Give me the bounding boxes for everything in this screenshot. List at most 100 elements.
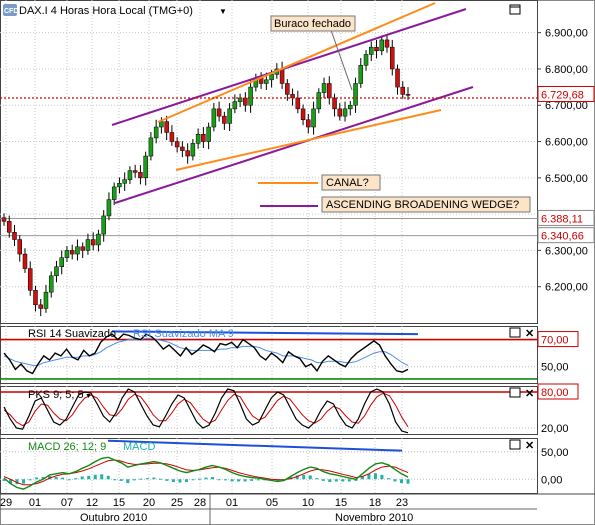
close-icon[interactable]: ✕ xyxy=(525,440,534,452)
candle-body xyxy=(38,304,43,309)
candle-body xyxy=(138,172,143,179)
macd-histogram-bar xyxy=(256,479,260,481)
pks-line xyxy=(3,388,409,434)
channel-upper-line[interactable] xyxy=(157,2,436,123)
channel-lower-line[interactable] xyxy=(175,109,442,171)
rsi-ma-title: RSI Suavizado MA 9 xyxy=(133,328,234,340)
macd-histogram-bar xyxy=(9,479,13,484)
candle-body xyxy=(285,83,290,95)
macd-histogram-bar xyxy=(295,475,299,480)
macd-histogram-bar xyxy=(308,475,312,480)
xaxis-tick-label: 01 xyxy=(226,497,238,509)
panel-controls: ✕ ✕ ✕ xyxy=(509,327,534,452)
candle-body xyxy=(201,134,206,142)
candle-body xyxy=(75,246,80,255)
month-label-novembro: Novembro 2010 xyxy=(335,512,413,524)
candle-body xyxy=(279,68,285,84)
candle-body xyxy=(48,275,54,293)
candle-body xyxy=(64,250,70,258)
candle-body xyxy=(22,253,28,269)
macd-histogram-bar xyxy=(80,476,84,480)
wedge-upper-line[interactable] xyxy=(111,8,467,126)
candle-body xyxy=(85,239,91,251)
macd-histogram-bar xyxy=(139,478,143,480)
candle-body xyxy=(17,239,22,255)
close-icon[interactable]: ✕ xyxy=(525,388,534,400)
cfd-badge-icon xyxy=(3,4,17,16)
candle-body xyxy=(264,79,269,84)
rsi-title: RSI 14 Suavizado xyxy=(28,328,116,340)
macd-histogram-bar xyxy=(334,479,338,482)
macd-divergence-trendline[interactable] xyxy=(107,439,403,452)
xaxis-tick-label: 05 xyxy=(266,497,278,509)
indicator-level-label: 50,00 xyxy=(541,362,569,374)
candle-body xyxy=(180,146,185,151)
candle-body xyxy=(405,94,411,96)
price-ytick-label: 6.300,00 xyxy=(545,245,588,257)
macd-histogram-bar xyxy=(386,478,390,480)
xaxis-tick-label: 18 xyxy=(369,497,381,509)
cfd-badge-text: CFD xyxy=(4,8,18,15)
candle-body xyxy=(12,232,17,240)
last-price-label: 6.729,68 xyxy=(541,89,584,101)
candle-body xyxy=(122,179,127,184)
macd-histogram-bar xyxy=(289,477,293,480)
candle-body xyxy=(195,134,201,144)
rsi-ma-line xyxy=(3,337,409,366)
candle-body xyxy=(211,108,217,128)
candle-body xyxy=(153,126,159,139)
macd-histogram-bar xyxy=(367,473,371,480)
candle-body xyxy=(295,97,301,110)
pks-header[interactable]: PKS 9; 5; 5 ▼ xyxy=(28,389,92,401)
macd-histogram-bar xyxy=(360,476,364,480)
overlay-layer xyxy=(1,34,419,490)
chevron-down-icon[interactable]: ▼ xyxy=(219,7,227,16)
candle-body xyxy=(27,268,33,291)
candle-body xyxy=(69,250,75,255)
panel-maximize-button[interactable] xyxy=(509,387,521,398)
macd-histogram-bar xyxy=(230,479,234,482)
candle-body xyxy=(353,83,358,106)
macd-histogram-bar xyxy=(41,477,45,480)
annotation-canal[interactable]: CANAL? xyxy=(321,174,381,191)
macd-histogram-bar xyxy=(152,477,156,480)
chevron-down-icon[interactable]: ▼ xyxy=(85,393,92,400)
candle-body xyxy=(395,68,400,88)
xaxis-tick-label: 10 xyxy=(302,497,314,509)
candle-body xyxy=(227,108,232,124)
macd-histogram-bar xyxy=(237,479,241,482)
close-icon[interactable]: ✕ xyxy=(525,328,534,340)
indicator-level-label: 80,00 xyxy=(541,387,569,399)
macd-histogram-bar xyxy=(2,479,6,481)
macd-histogram-bar xyxy=(341,479,345,482)
macd-header[interactable]: MACD 26; 12; 9 MACD xyxy=(28,441,155,453)
xaxis-tick-label: 29 xyxy=(0,497,12,509)
wedge-lower-line[interactable] xyxy=(114,86,474,204)
macd-histogram-bar xyxy=(113,479,117,481)
annotation-buraco[interactable]: Buraco fechado xyxy=(270,15,356,32)
macd-histogram-bar xyxy=(204,477,208,480)
panel-maximize-button[interactable] xyxy=(509,439,521,450)
macd-histogram-bar xyxy=(211,477,215,480)
macd-line xyxy=(3,456,409,490)
panel-maximize-button[interactable] xyxy=(509,327,521,338)
candle-body xyxy=(169,132,175,142)
candle-body xyxy=(59,257,64,267)
xaxis-tick-label: 15 xyxy=(335,497,347,509)
candle-body xyxy=(106,199,112,217)
candle-body xyxy=(190,143,196,157)
candle-body xyxy=(185,150,190,157)
macd-histogram-bar xyxy=(74,478,78,480)
macd-histogram-bar xyxy=(302,474,306,480)
xaxis-tick-label: 25 xyxy=(171,497,183,509)
candle-body xyxy=(248,86,253,106)
candle-body xyxy=(222,115,227,124)
rsi-header[interactable]: RSI 14 Suavizado RSI Suavizado MA 9 xyxy=(28,328,234,340)
macd-histogram-bar xyxy=(243,479,247,482)
price-panel-maximize-button[interactable] xyxy=(509,4,521,15)
price-level-label: 6.388,11 xyxy=(541,213,583,225)
annotation-wedge[interactable]: ASCENDING BROADENING WEDGE? xyxy=(321,196,531,213)
chart-header[interactable]: CFD DAX.I 4 Horas Hora Local (TMG+0) ▼ xyxy=(3,4,227,17)
rsi-divergence-trendline[interactable] xyxy=(111,330,419,336)
